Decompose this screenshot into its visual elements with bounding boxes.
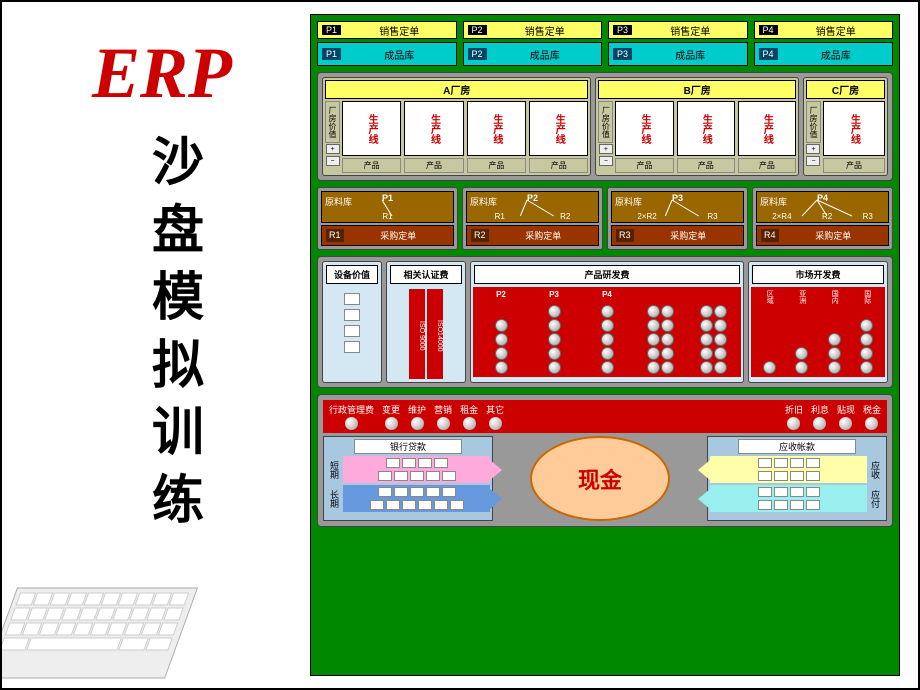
equip-slot <box>344 325 360 337</box>
raw-store-P2: 原料库 P2 R1R2 <box>466 191 599 223</box>
bank-loan: 银行贷款 短期 长期 <box>323 436 493 521</box>
equip-header: 设备价值 <box>326 265 378 284</box>
dev-section: 设备价值 相关认证费 ISO 9000ISO14000 产品研发费 P2P3P4… <box>317 256 893 388</box>
plus-button[interactable]: + <box>599 144 613 154</box>
recv-label: 应收 <box>869 461 882 479</box>
purchase-order-R3: R3采购定单 <box>611 225 744 246</box>
cash-oval: 现金 <box>530 436 670 521</box>
pay-label: 应付 <box>869 490 882 508</box>
sales-order-P3: P3销售定单 <box>608 21 748 39</box>
factory-header: C厂房 <box>806 80 885 99</box>
factory-value-label: 厂房价值 <box>598 101 613 143</box>
long-term-label: 长期 <box>328 490 341 508</box>
sales-order-P2: P2销售定单 <box>463 21 603 39</box>
stock-P3: P3成品库 <box>608 42 748 66</box>
factory-value-label: 厂房价值 <box>806 101 821 143</box>
raw-store-P4: 原料库 P4 2×R4R2R3 <box>756 191 889 223</box>
sales-order-P1: P1销售定单 <box>317 21 457 39</box>
arrow-left-icon <box>698 460 710 480</box>
market-dev-fee: 市场开发费 区域亚洲国内国际 <box>748 261 888 383</box>
minus-button[interactable]: − <box>806 156 820 166</box>
expense-bar: 行政管理费变更维护营销租金其它折旧利息贴现税金 <box>323 400 887 433</box>
arrow-right-icon <box>490 489 502 509</box>
receivables: 应收帐款 应收 应付 <box>707 436 887 521</box>
raw-section: 原料库 P1 R1 R1采购定单 原料库 P2 R1R2 R2采购定单 原料库 … <box>317 187 893 250</box>
sales-stock-row: P1销售定单 P1成品库 P2销售定单 P2成品库 P3销售定单 P3成品库 P… <box>317 21 893 66</box>
market-header: 市场开发费 <box>752 265 884 284</box>
cert-col: ISO14000 <box>427 289 443 379</box>
cert-header: 相关认证费 <box>390 265 462 284</box>
loan-header: 银行贷款 <box>354 439 462 454</box>
equip-slot <box>344 309 360 321</box>
ch-4: 训 <box>152 400 302 468</box>
bottom-section: 行政管理费变更维护营销租金其它折旧利息贴现税金 银行贷款 短期 长期 <box>317 394 893 527</box>
arrow-left-icon <box>698 489 710 509</box>
recv-header: 应收帐款 <box>738 439 856 454</box>
equipment-value: 设备价值 <box>322 261 382 383</box>
payable-band <box>710 485 867 512</box>
receivable-band <box>710 456 867 483</box>
cert-col: ISO 9000 <box>409 289 425 379</box>
cash-box: 现金 <box>497 436 703 521</box>
factory-section: A厂房 厂房价值 + − 生产线产品生产线产品生产线产品生产线产品 B厂房 厂房… <box>317 72 893 181</box>
purchase-order-R4: R4采购定单 <box>756 225 889 246</box>
arrow-right-icon <box>490 460 502 480</box>
ch-2: 模 <box>152 265 302 333</box>
long-term-band <box>343 485 490 512</box>
raw-store-P3: 原料库 P3 2×R2R3 <box>611 191 744 223</box>
finance-row: 银行贷款 短期 长期 <box>323 436 887 521</box>
stock-P4: P4成品库 <box>754 42 894 66</box>
purchase-order-R2: R2采购定单 <box>466 225 599 246</box>
product-rd-fee: 产品研发费 P2P3P4 <box>470 261 744 383</box>
factory-header: A厂房 <box>325 80 588 99</box>
prod-rd-header: 产品研发费 <box>474 265 740 284</box>
equip-slot <box>344 341 360 353</box>
erp-board: P1销售定单 P1成品库 P2销售定单 P2成品库 P3销售定单 P3成品库 P… <box>310 14 900 676</box>
factory-header: B厂房 <box>598 80 796 99</box>
ch-3: 拟 <box>152 333 302 401</box>
chinese-subtitle: 沙 盘 模 拟 训 练 <box>152 130 302 536</box>
sales-order-P4: P4销售定单 <box>754 21 894 39</box>
plus-button[interactable]: + <box>806 144 820 154</box>
minus-button[interactable]: − <box>326 156 340 166</box>
equip-slot <box>344 293 360 305</box>
stock-P1: P1成品库 <box>317 42 457 66</box>
plus-button[interactable]: + <box>326 144 340 154</box>
erp-title: ERP <box>92 32 302 115</box>
stock-P2: P2成品库 <box>463 42 603 66</box>
ch-0: 沙 <box>152 130 302 198</box>
short-term-band <box>343 456 490 483</box>
factory-value-label: 厂房价值 <box>325 101 340 143</box>
minus-button[interactable]: − <box>599 156 613 166</box>
short-term-label: 短期 <box>328 461 341 479</box>
raw-store-P1: 原料库 P1 R1 <box>321 191 454 223</box>
ch-5: 练 <box>152 468 302 536</box>
certification-fee: 相关认证费 ISO 9000ISO14000 <box>386 261 466 383</box>
purchase-order-R1: R1采购定单 <box>321 225 454 246</box>
keyboard-image <box>2 548 222 688</box>
ch-1: 盘 <box>152 198 302 266</box>
left-panel: ERP 沙 盘 模 拟 训 练 <box>22 32 302 536</box>
